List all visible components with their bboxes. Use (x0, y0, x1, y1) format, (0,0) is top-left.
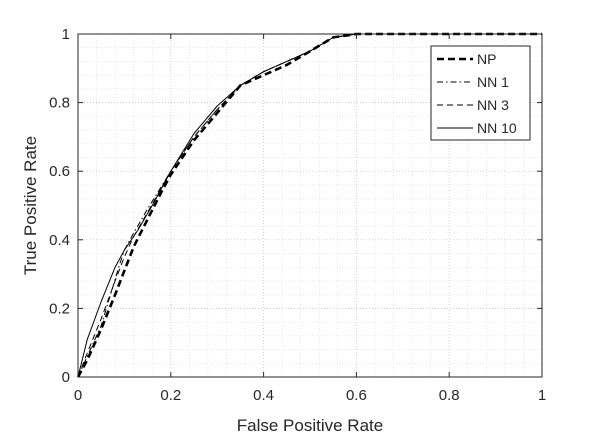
axis-ticks (77, 33, 543, 378)
x-tick-label: 0.6 (346, 387, 367, 404)
legend-label: NN 3 (477, 97, 509, 113)
legend-label: NN 1 (477, 74, 509, 90)
x-axis-label: False Positive Rate (237, 416, 383, 435)
x-tick-label: 0.4 (253, 387, 274, 404)
tick-labels: 0 0.2 0.4 0.6 0.8 1 0 0.2 0.4 0.6 0.8 1 (49, 26, 546, 404)
x-tick-label: 1 (538, 387, 546, 404)
x-tick-label: 0.2 (160, 387, 181, 404)
legend: NP NN 1 NN 3 NN 10 (430, 45, 531, 141)
series-line-nn-10 (77, 33, 542, 378)
y-tick-label: 0 (62, 369, 70, 386)
legend-label: NP (477, 51, 496, 67)
legend-label: NN 10 (477, 120, 517, 136)
y-tick-label: 1 (62, 26, 70, 43)
plot-frame (77, 33, 543, 378)
y-tick-label: 0.2 (49, 300, 70, 317)
y-axis-label: True Positive Rate (21, 136, 40, 275)
x-tick-label: 0.8 (439, 387, 460, 404)
major-grid (78, 34, 542, 377)
x-tick-label: 0 (74, 387, 82, 404)
y-tick-label: 0.6 (49, 163, 70, 180)
legend-box (430, 45, 531, 141)
y-tick-label: 0.4 (49, 232, 70, 249)
y-tick-label: 0.8 (49, 95, 70, 112)
